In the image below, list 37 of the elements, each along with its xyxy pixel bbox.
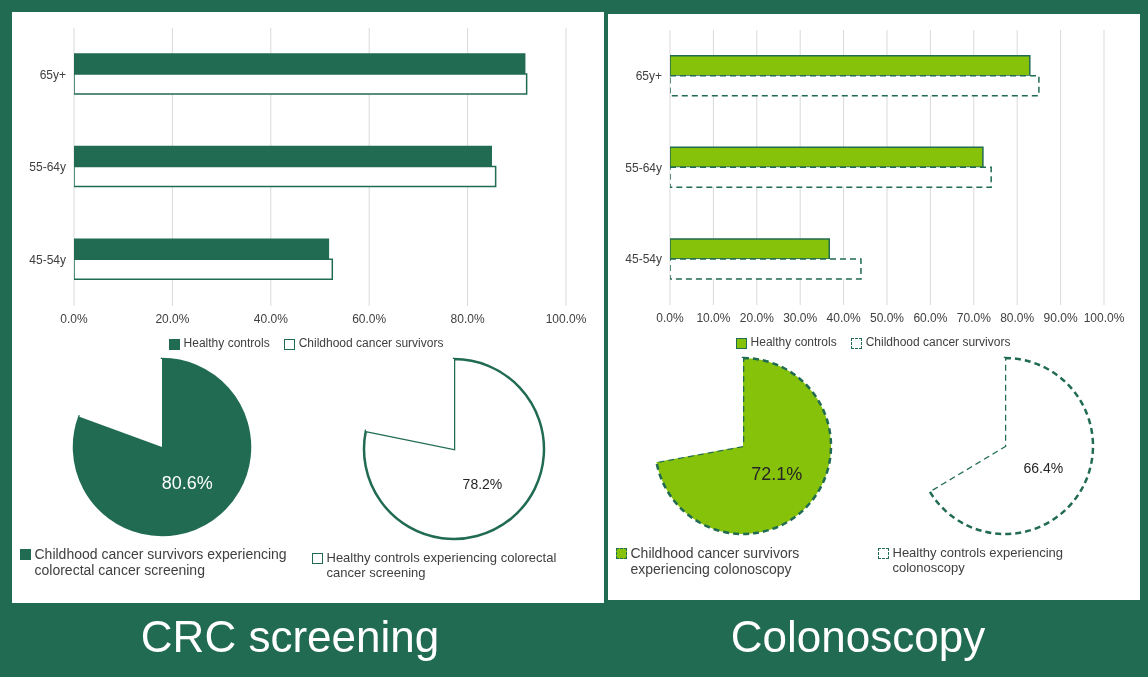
legend-label: Healthy controls xyxy=(183,336,270,350)
legend-label: Healthy controls experiencing colorectal cancer screening xyxy=(326,550,558,580)
legend-label: Childhood cancer survivors experiencing colorectal cancer screening xyxy=(34,546,288,578)
y-tick-label: 65y+ xyxy=(635,69,662,84)
x-tick-label: 20.0% xyxy=(155,311,190,326)
x-tick-label: 40.0% xyxy=(826,310,861,325)
x-tick-label: 0.0% xyxy=(60,311,88,326)
legend-label: Childhood cancer survivors experiencing colonoscopy xyxy=(630,545,801,577)
y-tick-label: 45-54y xyxy=(625,252,662,267)
y-tick-label: 45-54y xyxy=(29,252,66,267)
legend-label: Childhood cancer survivors xyxy=(865,335,1011,349)
x-tick-label: 60.0% xyxy=(352,311,387,326)
y-tick-label: 65y+ xyxy=(39,67,66,82)
x-tick-label: 90.0% xyxy=(1043,310,1078,325)
data-label: 66.4% xyxy=(1023,459,1064,476)
y-tick-label: 55-64y xyxy=(29,160,66,175)
data-label: 78.2% xyxy=(462,475,503,492)
legend-label: Childhood cancer survivors xyxy=(298,336,444,350)
x-tick-label: 80.0% xyxy=(1000,310,1035,325)
x-tick-label: 50.0% xyxy=(869,310,905,325)
x-tick-label: 80.0% xyxy=(450,311,485,326)
x-tick-label: 70.0% xyxy=(956,310,992,325)
legend-label: Healthy controls experiencing colonoscopy xyxy=(892,545,1065,575)
x-tick-label: 10.0% xyxy=(696,310,731,325)
x-tick-label: 100.0% xyxy=(1083,310,1125,325)
legend-label: Healthy controls xyxy=(750,335,837,349)
y-tick-label: 55-64y xyxy=(625,160,662,175)
data-label: 72.1% xyxy=(751,464,803,485)
x-tick-label: 20.0% xyxy=(739,310,775,325)
x-tick-label: 100.0% xyxy=(545,311,587,326)
text: Colonoscopy xyxy=(729,612,987,662)
data-label: 80.6% xyxy=(161,473,213,494)
x-tick-label: 0.0% xyxy=(656,310,684,325)
text: CRC screening xyxy=(139,612,441,662)
x-tick-label: 60.0% xyxy=(913,310,948,325)
x-tick-label: 40.0% xyxy=(253,311,289,326)
x-tick-label: 30.0% xyxy=(783,310,818,325)
